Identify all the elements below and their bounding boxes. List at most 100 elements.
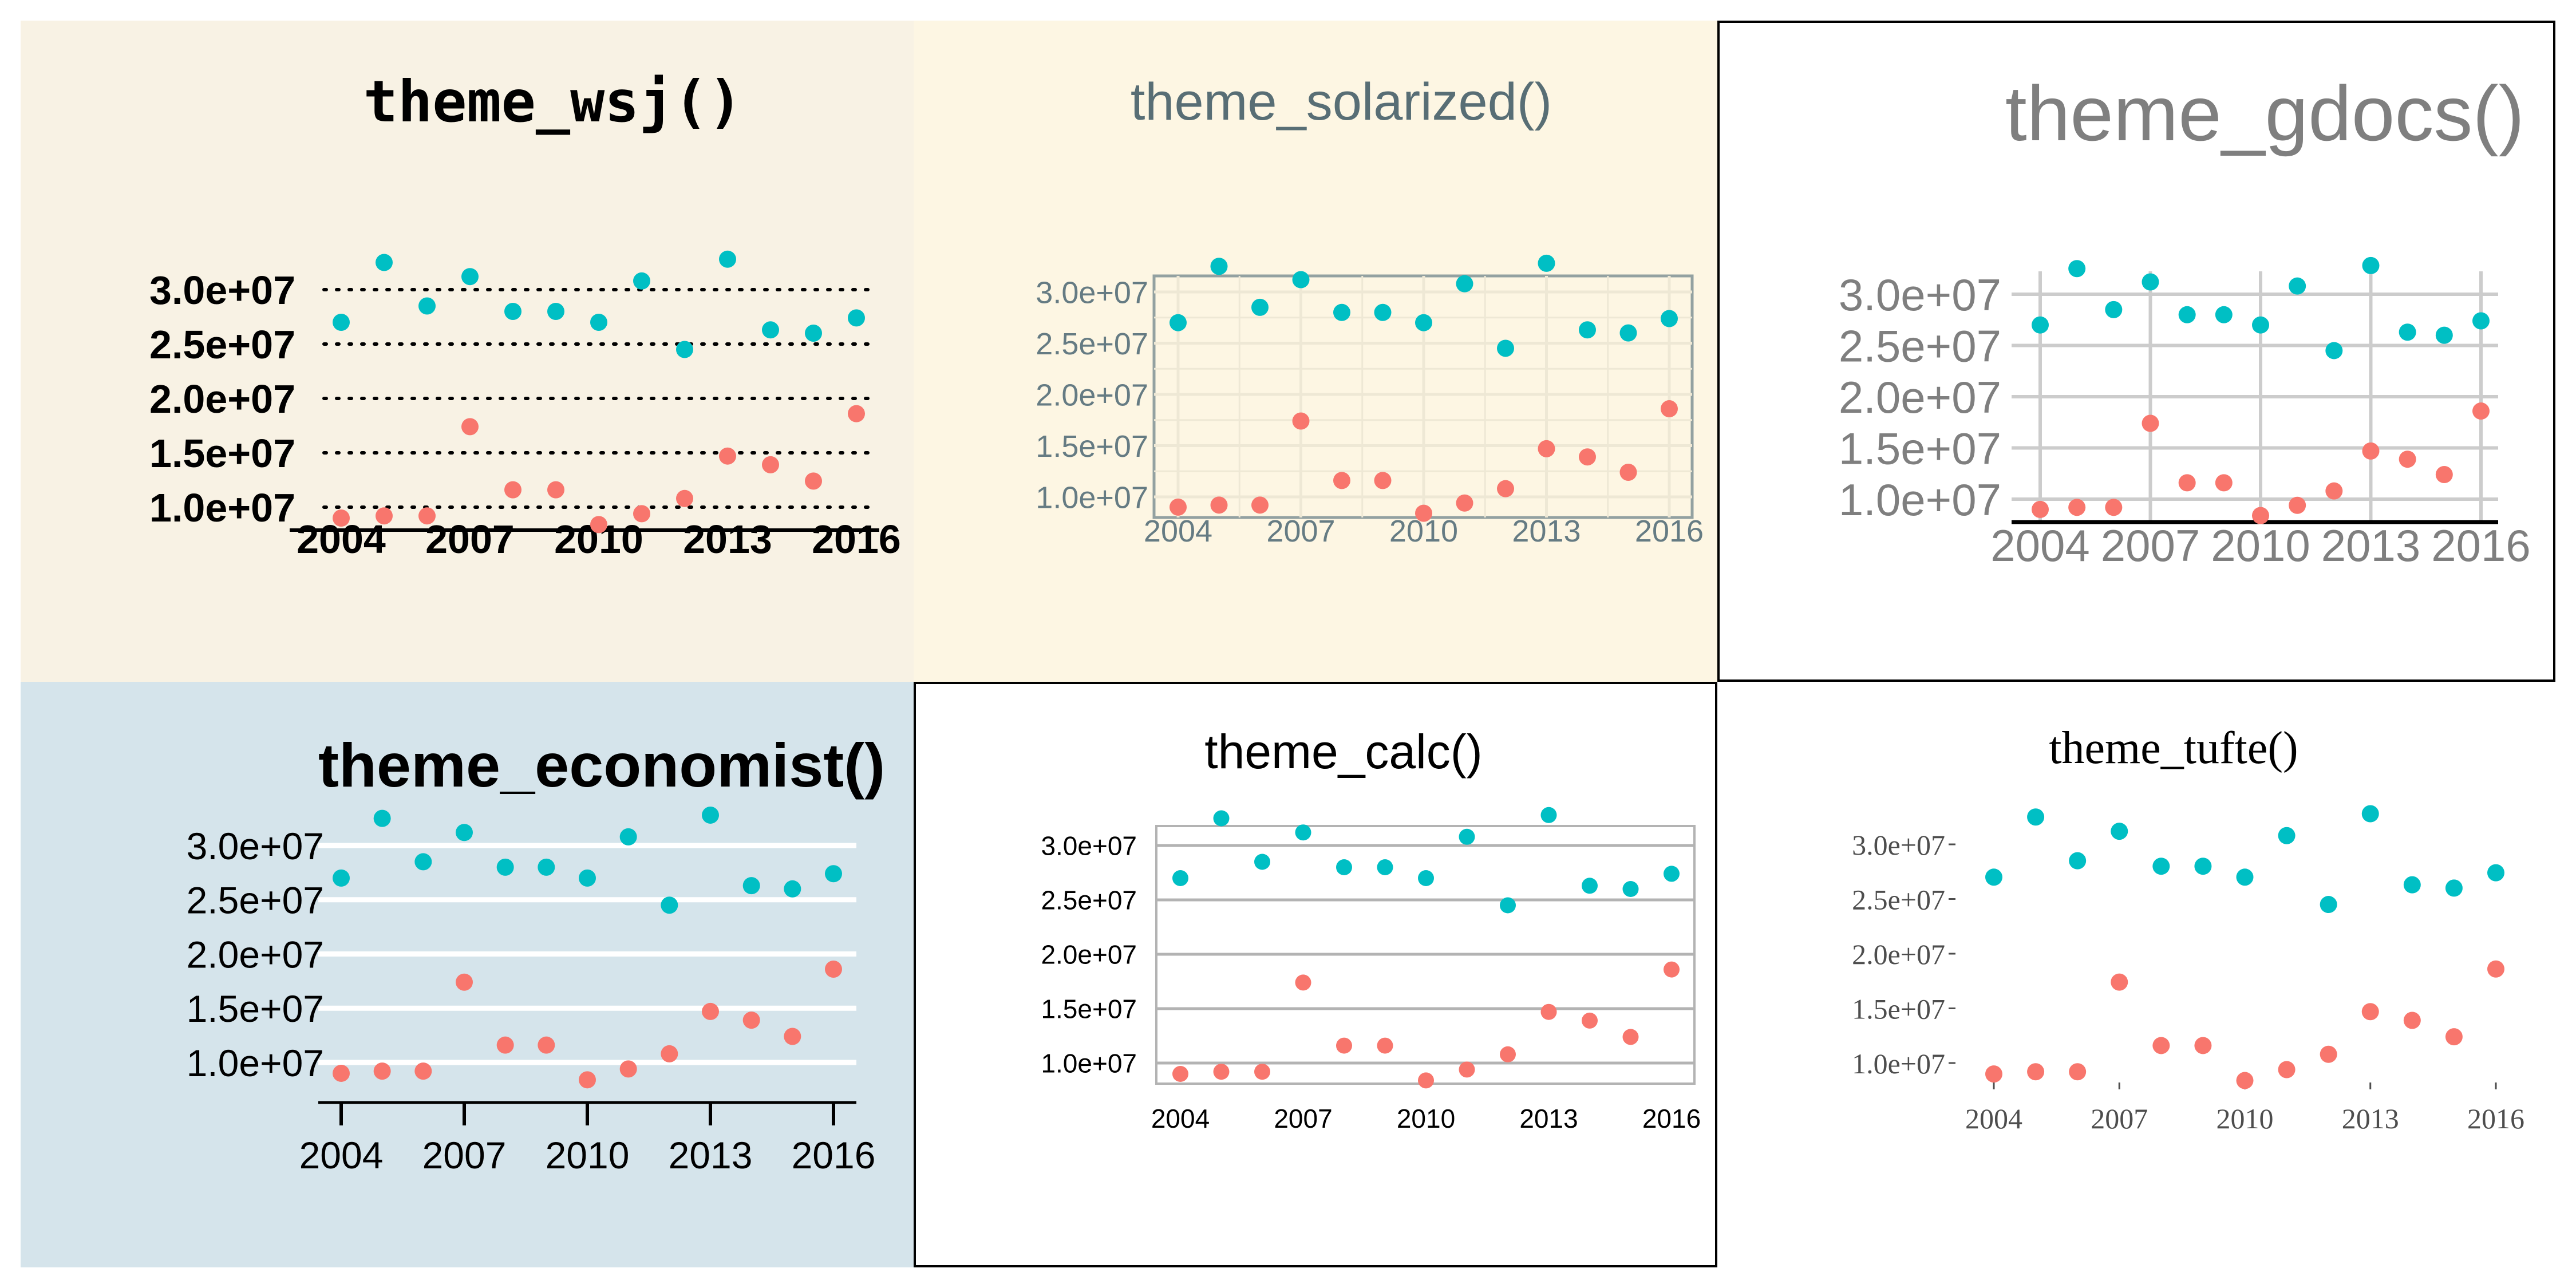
data-point <box>2069 1063 2087 1081</box>
data-point <box>333 509 350 527</box>
data-point <box>1500 897 1516 914</box>
series-2 <box>2032 402 2490 524</box>
data-point <box>373 809 391 827</box>
data-point <box>579 1071 596 1089</box>
y-tick-label: 2.0e+07 <box>1036 378 1148 412</box>
x-tick-label: 2013 <box>2342 1103 2399 1135</box>
data-point <box>376 507 393 525</box>
data-point <box>1661 400 1678 418</box>
chart-title: theme_tufte() <box>2049 723 2298 773</box>
data-point <box>702 806 719 824</box>
data-point <box>456 973 473 991</box>
data-point <box>418 507 436 525</box>
data-point <box>1622 881 1639 897</box>
data-point <box>1497 339 1514 357</box>
data-point <box>1415 504 1432 522</box>
data-point <box>579 869 596 887</box>
y-tick-label: 2.0e+07 <box>149 377 295 421</box>
data-point <box>1295 824 1311 841</box>
data-point <box>1251 298 1269 316</box>
data-point <box>2111 973 2128 991</box>
data-point <box>805 325 822 342</box>
y-tick-label: 2.5e+07 <box>149 322 295 367</box>
x-tick-label: 2013 <box>683 517 772 562</box>
data-point <box>2105 301 2123 318</box>
data-point <box>1415 314 1432 331</box>
data-point <box>504 303 521 320</box>
data-point <box>2289 277 2306 295</box>
data-point <box>2445 1028 2463 1046</box>
data-point <box>2278 827 2296 844</box>
data-point <box>1538 440 1555 457</box>
data-point <box>2068 499 2086 516</box>
data-point <box>2445 879 2463 897</box>
data-point <box>1292 271 1310 289</box>
data-point <box>2472 312 2490 330</box>
y-tick-label: 2.5e+07 <box>187 879 324 922</box>
data-point <box>2472 402 2490 420</box>
plot-area: 1.0e+07 1.5e+07 2.0e+07 2.5e+07 3.0e+07 2004 2… <box>1036 254 1704 548</box>
data-point <box>2194 1037 2212 1054</box>
grid-lines <box>2012 271 2498 522</box>
data-point <box>1254 854 1270 870</box>
x-tick-label: 2007 <box>1274 1104 1332 1133</box>
x-tick-label: 2010 <box>2217 1103 2274 1135</box>
chart-title: theme_wsj() <box>363 68 743 135</box>
data-point <box>2178 474 2196 492</box>
data-point <box>762 456 779 473</box>
data-point <box>538 858 555 876</box>
data-point <box>825 865 842 883</box>
data-point <box>1622 1029 1639 1045</box>
data-point <box>1582 878 1598 894</box>
y-tick-label: 3.0e+07 <box>149 268 295 313</box>
data-point <box>538 1036 555 1054</box>
data-point <box>2111 823 2128 840</box>
data-point <box>1170 314 1187 331</box>
data-point <box>1418 1072 1434 1089</box>
data-point <box>1619 324 1637 342</box>
y-tick-label: 1.0e+07 <box>187 1042 324 1084</box>
data-point <box>742 877 760 895</box>
y-tick-label: 1.5e+07 <box>1041 994 1137 1024</box>
x-tick-label: 2007 <box>422 1134 507 1176</box>
data-point <box>1456 494 1473 512</box>
x-tick-label: 2007 <box>1266 514 1335 548</box>
data-point <box>1664 866 1680 882</box>
x-tick-label: 2010 <box>546 1134 630 1176</box>
data-point <box>1540 1003 1557 1020</box>
data-point <box>762 321 779 339</box>
data-point <box>414 1062 432 1080</box>
data-point <box>2325 482 2343 500</box>
plot-area: 1.0e+07 1.5e+07 2.0e+07 2.5e+07 3.0e+07 2004 2… <box>1852 805 2524 1135</box>
data-point <box>676 341 693 358</box>
data-point <box>1172 870 1188 886</box>
data-point <box>1582 1012 1598 1029</box>
x-tick-label: 2007 <box>2091 1103 2148 1135</box>
y-tick-label: 1.0e+07 <box>149 485 295 530</box>
x-tick-label: 2013 <box>2321 520 2421 571</box>
data-point <box>2278 1061 2296 1078</box>
data-point <box>2032 316 2049 334</box>
data-point <box>2320 896 2337 914</box>
y-tick-label: 1.0e+07 <box>1036 480 1148 515</box>
series-2 <box>1985 960 2504 1089</box>
data-point <box>2403 1012 2421 1029</box>
y-tick-label: 2.5e+07 <box>1852 884 1945 916</box>
data-point <box>2152 858 2170 875</box>
data-point <box>456 824 473 841</box>
series-2 <box>333 961 842 1089</box>
data-point <box>2068 260 2086 278</box>
data-point <box>2236 1072 2254 1089</box>
x-tick-label: 2016 <box>2467 1103 2524 1135</box>
grid-lines <box>318 843 856 1065</box>
panel-theme-gdocs: theme_gdocs() 1.0e+07 1.5e+07 2.0e+07 2.5e+… <box>1717 21 2555 682</box>
x-tick-label: 2016 <box>812 517 901 562</box>
data-point <box>2487 864 2504 882</box>
y-tick-label: 1.5e+07 <box>187 987 324 1030</box>
data-point <box>2361 1003 2379 1021</box>
data-point <box>1374 303 1392 321</box>
y-tick-label: 3.0e+07 <box>1036 275 1148 310</box>
panel-theme-economist: theme_economist() 1.0e+07 1.5e+07 2.0e+07 2… <box>21 682 914 1267</box>
y-tick-label: 1.0e+07 <box>1852 1048 1945 1080</box>
data-point <box>805 472 822 490</box>
